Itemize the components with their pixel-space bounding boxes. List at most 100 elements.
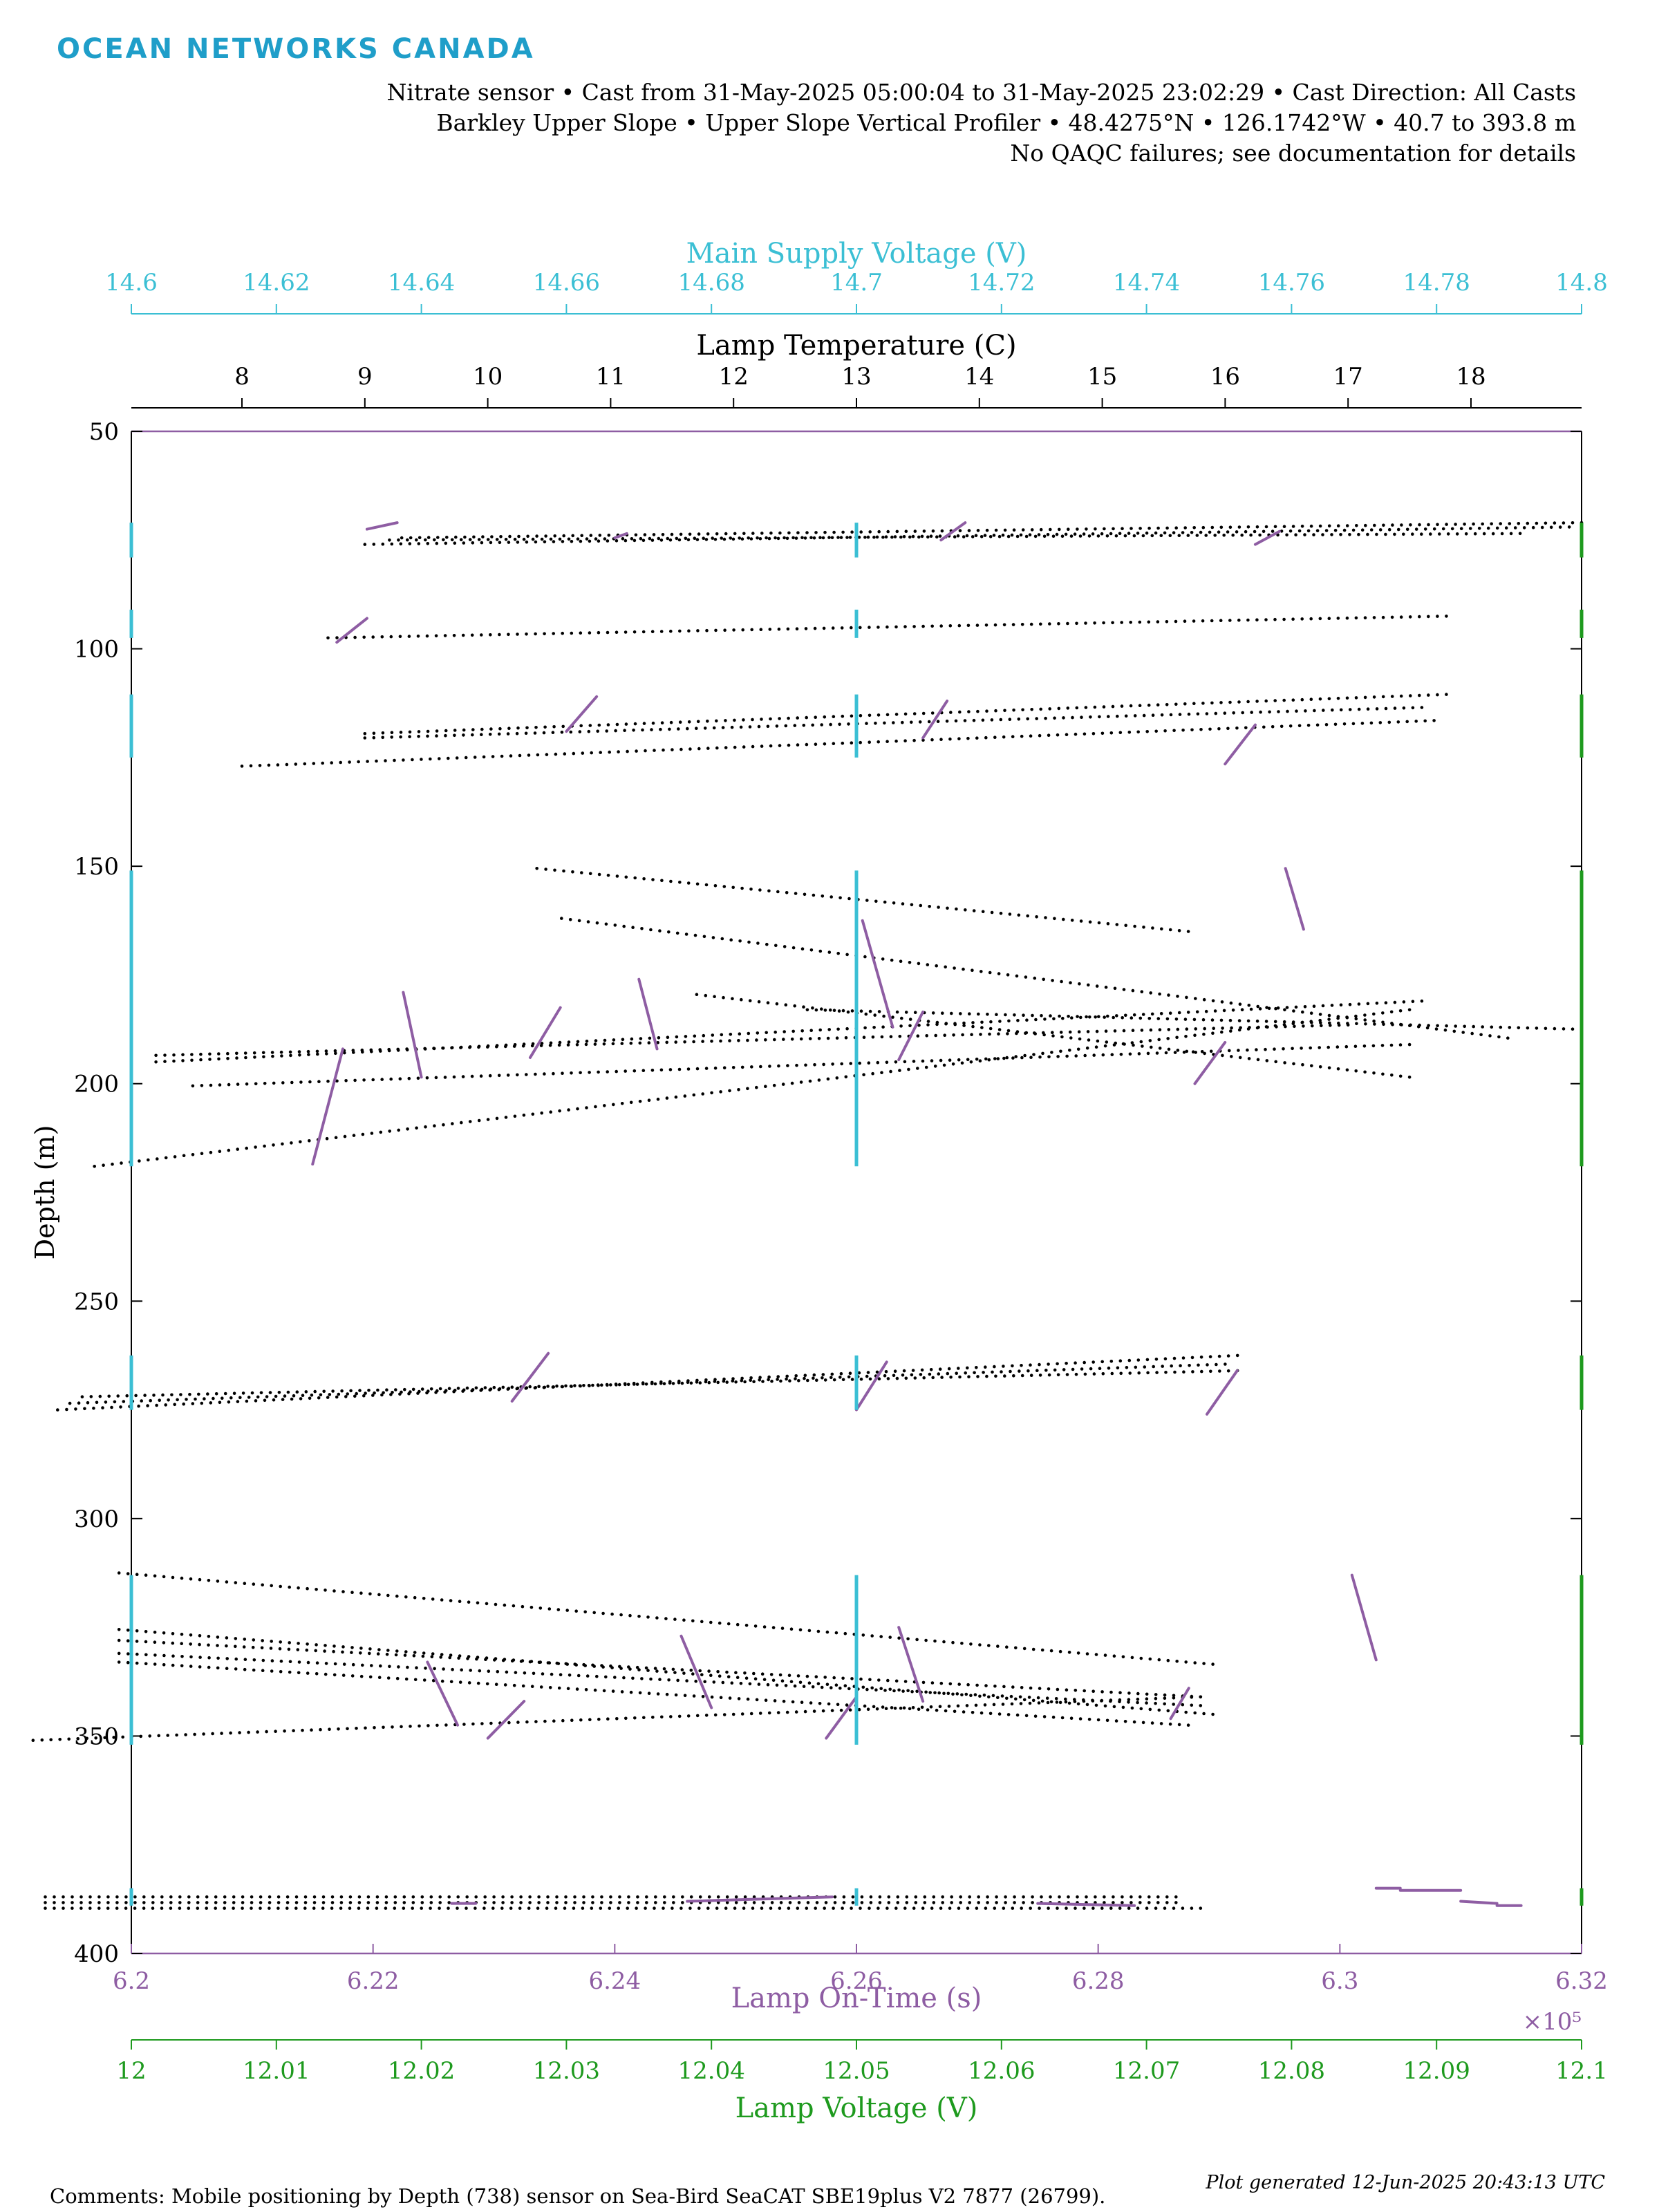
- lamp-temperature-point: [1006, 534, 1011, 538]
- lamp-temperature-point: [991, 1370, 994, 1374]
- lamp-temperature-point: [1172, 1906, 1176, 1910]
- lamp-temperature-point: [807, 1629, 812, 1633]
- lamp-temperature-point: [1327, 617, 1331, 620]
- lamp-temperature-point: [1324, 723, 1329, 727]
- lamp-temperature-point: [1353, 1044, 1358, 1048]
- lamp-temperature-point: [624, 722, 628, 726]
- lamp-temperature-point: [1103, 1653, 1107, 1657]
- lamp-temperature-point: [664, 1670, 668, 1674]
- lamp-temperature-point: [1130, 1016, 1134, 1020]
- lamp-temperature-point: [1382, 1022, 1385, 1027]
- lamp-temperature-point: [325, 1052, 328, 1056]
- lamp-temperature-point: [588, 539, 592, 543]
- lamp-temperature-point: [946, 1691, 950, 1696]
- lamp-temperature-point: [731, 1066, 735, 1069]
- lamp-temperature-point: [217, 1052, 221, 1056]
- lamp-temperature-point: [106, 1901, 110, 1904]
- lamp-temperature-point: [798, 1680, 803, 1684]
- lamp-temperature-point: [1103, 1044, 1107, 1048]
- lamp-temperature-point: [1020, 1374, 1024, 1378]
- lamp-temperature-point: [1121, 1895, 1124, 1899]
- lamp-temperature-point: [268, 1391, 272, 1394]
- lamp-temperature-point: [644, 1906, 647, 1910]
- lamp-temperature-point: [339, 1901, 344, 1904]
- lamp-temperature-point: [1389, 1043, 1394, 1047]
- lamp-temperature-point: [740, 537, 744, 541]
- lamp-temperature-point: [292, 1729, 295, 1732]
- lamp-temperature-point: [1297, 529, 1302, 533]
- lamp-temperature-point: [724, 1906, 728, 1910]
- lamp-temperature-point: [818, 949, 823, 953]
- lamp-temperature-point: [924, 1065, 928, 1069]
- lamp-temperature-point: [421, 1654, 425, 1658]
- lamp-temperature-point: [617, 1906, 620, 1910]
- lamp-temperature-point: [875, 1707, 879, 1711]
- lamp-temperature-point: [427, 1724, 430, 1727]
- lamp-temperature-point: [830, 536, 834, 540]
- lamp-temperature-point: [674, 1095, 678, 1099]
- lamp-temperature-point: [456, 1906, 459, 1910]
- lamp-temperature-point: [516, 1721, 520, 1724]
- lamp-temperature-point: [287, 1647, 291, 1651]
- lamp-temperature-point: [786, 1064, 789, 1067]
- lamp-temperature-point: [841, 741, 845, 745]
- lamp-temperature-point: [588, 872, 592, 876]
- lamp-temperature-point: [385, 1653, 389, 1656]
- lamp-temperature-point: [593, 1042, 597, 1046]
- lamp-temperature-point: [363, 732, 367, 735]
- lamp-temperature-point: [673, 1671, 677, 1674]
- lamp-temperature-point: [279, 1584, 283, 1588]
- lamp-temperature-point: [1182, 1370, 1185, 1374]
- lamp-temperature-point: [933, 1065, 937, 1068]
- lamp-temperature-point: [330, 1895, 335, 1899]
- lamp-temperature-point: [1381, 1072, 1385, 1076]
- lamp-temperature-point: [330, 761, 334, 765]
- lamp-temperature-point: [1375, 1002, 1379, 1005]
- lamp-temperature-point: [362, 1078, 366, 1082]
- lamp-temperature-point: [850, 626, 853, 630]
- lamp-temperature-point: [1121, 1901, 1124, 1904]
- lamp-temperature-point: [932, 1901, 936, 1904]
- lamp-temperature-point: [1330, 533, 1333, 536]
- lamp-temperature-point: [1327, 697, 1331, 701]
- lamp-temperature-point: [1048, 622, 1051, 626]
- lamp-temperature-point: [668, 1068, 673, 1071]
- lamp-temperature-point: [1335, 1045, 1340, 1049]
- lamp-temperature-point: [778, 717, 781, 720]
- lamp-temperature-point: [1273, 1020, 1277, 1024]
- lamp-temperature-point: [941, 1901, 944, 1904]
- lamp-temperature-point: [240, 765, 244, 768]
- lamp-temperature-point: [677, 1381, 681, 1385]
- lamp-temperature-point: [685, 1679, 688, 1683]
- lamp-temperature-point: [868, 1678, 872, 1682]
- lamp-on-time-segment: [686, 1895, 834, 1903]
- lamp-temperature-point: [740, 1712, 744, 1716]
- lamp-temperature-point: [984, 1906, 988, 1910]
- lamp-temperature-point: [1309, 697, 1313, 701]
- lamp-temperature-point: [160, 1906, 164, 1910]
- lamp-temperature-point: [940, 1376, 944, 1379]
- lamp-temperature-point: [1163, 729, 1167, 733]
- lamp-temperature-point: [173, 1403, 176, 1407]
- lamp-temperature-point: [1172, 1696, 1176, 1700]
- lamp-temperature-point: [570, 540, 574, 543]
- lamp-temperature-point: [1318, 617, 1322, 621]
- lamp-temperature-point: [823, 1009, 827, 1012]
- lamp-temperature-point: [691, 1672, 695, 1676]
- lamp-temperature-point: [747, 1031, 751, 1035]
- lamp-temperature-point: [1020, 1364, 1023, 1367]
- lamp-temperature-point: [1345, 1068, 1349, 1072]
- lamp-temperature-point: [872, 1705, 876, 1709]
- lamp-temperature-point: [194, 1397, 197, 1401]
- lamp-temperature-point: [537, 1895, 541, 1899]
- lamp-temperature-point: [864, 1012, 868, 1016]
- lamp-temperature-point: [1119, 1053, 1123, 1056]
- lamp-temperature-point: [1062, 1368, 1066, 1371]
- lamp-temperature-point: [878, 1895, 882, 1899]
- lamp-temperature-point: [728, 1696, 732, 1700]
- lamp-temperature-point: [359, 1647, 363, 1650]
- lamp-temperature-point: [340, 1389, 344, 1393]
- lamp-temperature-point: [938, 534, 942, 538]
- lamp-temperature-point: [984, 735, 988, 740]
